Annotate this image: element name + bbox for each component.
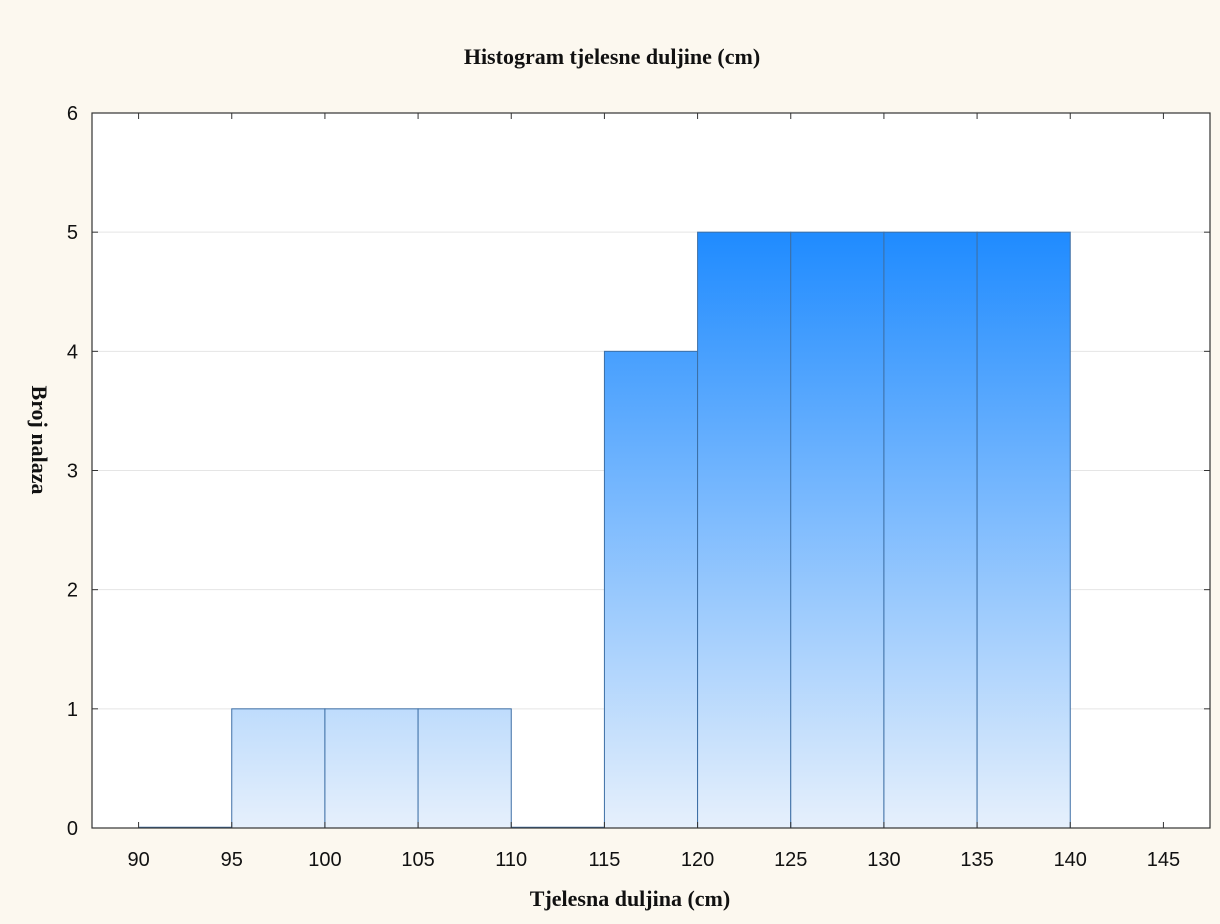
x-tick-label-90: 90 bbox=[127, 849, 149, 871]
x-tick-label-145: 145 bbox=[1147, 849, 1180, 871]
bar-100-105 bbox=[324, 708, 419, 829]
y-tick-label-1: 1 bbox=[67, 699, 78, 721]
bar-120-125 bbox=[697, 231, 792, 829]
x-tick-label-120: 120 bbox=[681, 849, 714, 871]
x-tick-label-140: 140 bbox=[1054, 849, 1087, 871]
x-tick-label-125: 125 bbox=[774, 849, 807, 871]
bar-125-130 bbox=[790, 231, 885, 829]
bar-115-120 bbox=[603, 350, 699, 829]
x-axis-label: Tjelesna duljina (cm) bbox=[530, 886, 730, 911]
bars bbox=[138, 231, 1071, 829]
x-tick-label-115: 115 bbox=[588, 849, 620, 871]
tick-marks bbox=[92, 112, 1210, 829]
y-tick-label-6: 6 bbox=[67, 103, 78, 125]
y-tick-label-0: 0 bbox=[67, 818, 78, 840]
bar-135-140 bbox=[976, 231, 1071, 829]
x-tick-labels: 90 95 100 105 110 115 120 125 130 135 140 145 bbox=[127, 849, 1180, 871]
y-tick-label-3: 3 bbox=[67, 461, 78, 483]
x-tick-label-105: 105 bbox=[401, 849, 434, 871]
y-tick-labels: 0 1 2 3 4 5 6 bbox=[67, 103, 78, 840]
x-tick-label-110: 110 bbox=[495, 849, 527, 871]
bar-95-100 bbox=[231, 708, 326, 829]
x-tick-label-100: 100 bbox=[308, 849, 341, 871]
x-tick-label-135: 135 bbox=[960, 849, 993, 871]
chart-title: Histogram tjelesne duljine (cm) bbox=[464, 44, 760, 69]
y-tick-label-2: 2 bbox=[67, 580, 78, 602]
y-tick-label-5: 5 bbox=[67, 222, 78, 244]
x-tick-label-95: 95 bbox=[221, 849, 243, 871]
x-tick-label-130: 130 bbox=[867, 849, 900, 871]
bar-130-135 bbox=[883, 231, 978, 829]
y-tick-label-4: 4 bbox=[67, 341, 78, 363]
bar-105-110 bbox=[417, 708, 512, 829]
y-axis-label: Broj nalaza bbox=[27, 386, 52, 495]
